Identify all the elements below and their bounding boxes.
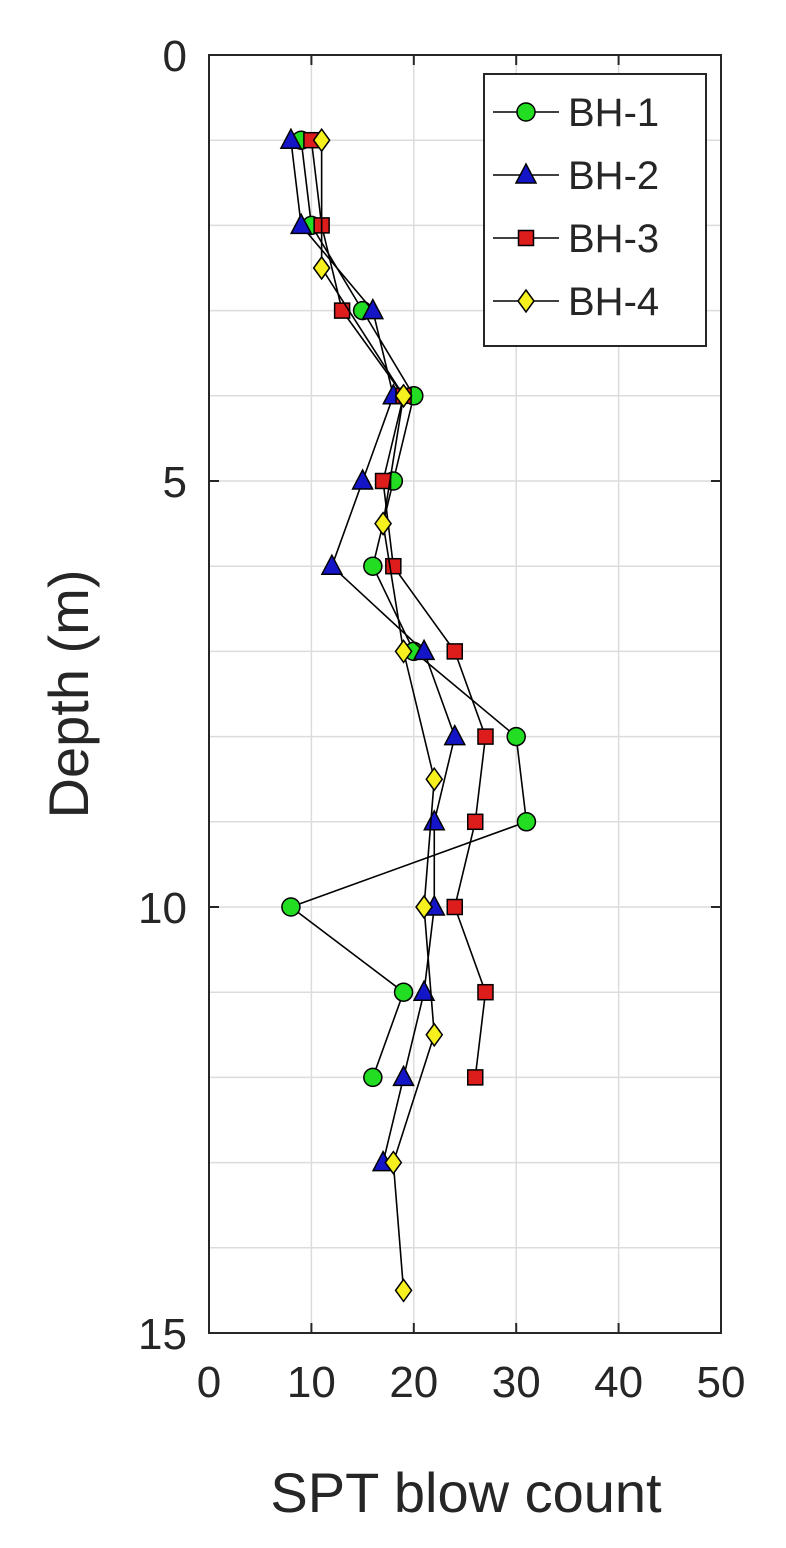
tick-layer: 0 10 20 30 40 50 0 5 10 15 — [138, 32, 745, 1407]
y-tick-label: 0 — [163, 32, 187, 81]
legend-items: BH-1 BH-2 BH-3 BH-4 — [493, 91, 659, 324]
data-point — [384, 1150, 403, 1175]
data-point — [477, 983, 494, 1001]
legend-label: BH-3 — [568, 217, 659, 261]
data-point — [394, 639, 413, 664]
legend-label: BH-4 — [568, 280, 659, 324]
legend: BH-1 BH-2 BH-3 BH-4 — [483, 73, 707, 347]
legend-item-bh-1: BH-1 — [493, 91, 659, 135]
legend-label: BH-1 — [568, 91, 659, 135]
data-point — [333, 302, 351, 319]
data-point — [477, 728, 494, 745]
x-tick-label: 40 — [594, 1358, 643, 1407]
data-point — [394, 1278, 413, 1303]
data-point — [446, 643, 464, 660]
data-point — [415, 894, 433, 920]
data-point — [279, 127, 303, 149]
x-tick-label: 20 — [389, 1358, 438, 1407]
data-point — [412, 979, 436, 1001]
data-point — [506, 726, 526, 747]
x-axis-title: SPT blow count — [270, 1461, 662, 1524]
y-tick-label: 5 — [163, 458, 187, 507]
data-point — [289, 212, 313, 235]
data-point — [423, 809, 446, 831]
series-bh-4 — [312, 127, 444, 1303]
data-point — [281, 897, 301, 917]
legend-marker — [517, 288, 535, 314]
legend-marker — [514, 162, 538, 184]
data-point — [312, 127, 331, 153]
data-point — [446, 898, 464, 916]
x-tick-label: 30 — [492, 1358, 541, 1407]
data-point — [320, 553, 344, 575]
legend-item-bh-3: BH-3 — [493, 217, 659, 261]
y-axis-title: Depth (m) — [37, 570, 100, 819]
data-point — [312, 255, 331, 281]
data-point — [393, 982, 414, 1002]
data-point — [466, 813, 484, 831]
series-line — [320, 140, 436, 1291]
series-bh-3 — [303, 131, 494, 1086]
data-point — [394, 383, 413, 409]
data-point — [425, 1022, 444, 1048]
data-point — [412, 638, 436, 661]
data-point — [363, 556, 383, 576]
series-bh-2 — [279, 127, 467, 1172]
data-point — [374, 511, 393, 536]
legend-label: BH-2 — [568, 154, 659, 198]
x-tick-label: 10 — [287, 1358, 336, 1407]
series-line — [310, 140, 487, 1078]
x-tick-label: 50 — [697, 1358, 746, 1407]
legend-marker — [516, 102, 536, 122]
y-tick-label: 15 — [138, 1310, 187, 1359]
data-point — [443, 723, 467, 746]
data-point — [392, 1064, 415, 1087]
data-point — [361, 297, 385, 320]
series-layer — [279, 127, 537, 1303]
x-tick-label: 0 — [197, 1358, 221, 1407]
data-point — [425, 766, 444, 792]
series-line — [289, 140, 528, 1078]
plot-frame — [208, 54, 722, 1334]
data-point — [516, 812, 537, 832]
y-tick-label: 10 — [138, 884, 187, 933]
data-point — [385, 557, 402, 575]
legend-marker — [517, 229, 535, 247]
legend-item-bh-4: BH-4 — [493, 280, 659, 324]
data-point — [363, 1067, 383, 1088]
data-point — [351, 468, 374, 490]
legend-item-bh-2: BH-2 — [493, 154, 659, 198]
data-point — [466, 1069, 484, 1086]
